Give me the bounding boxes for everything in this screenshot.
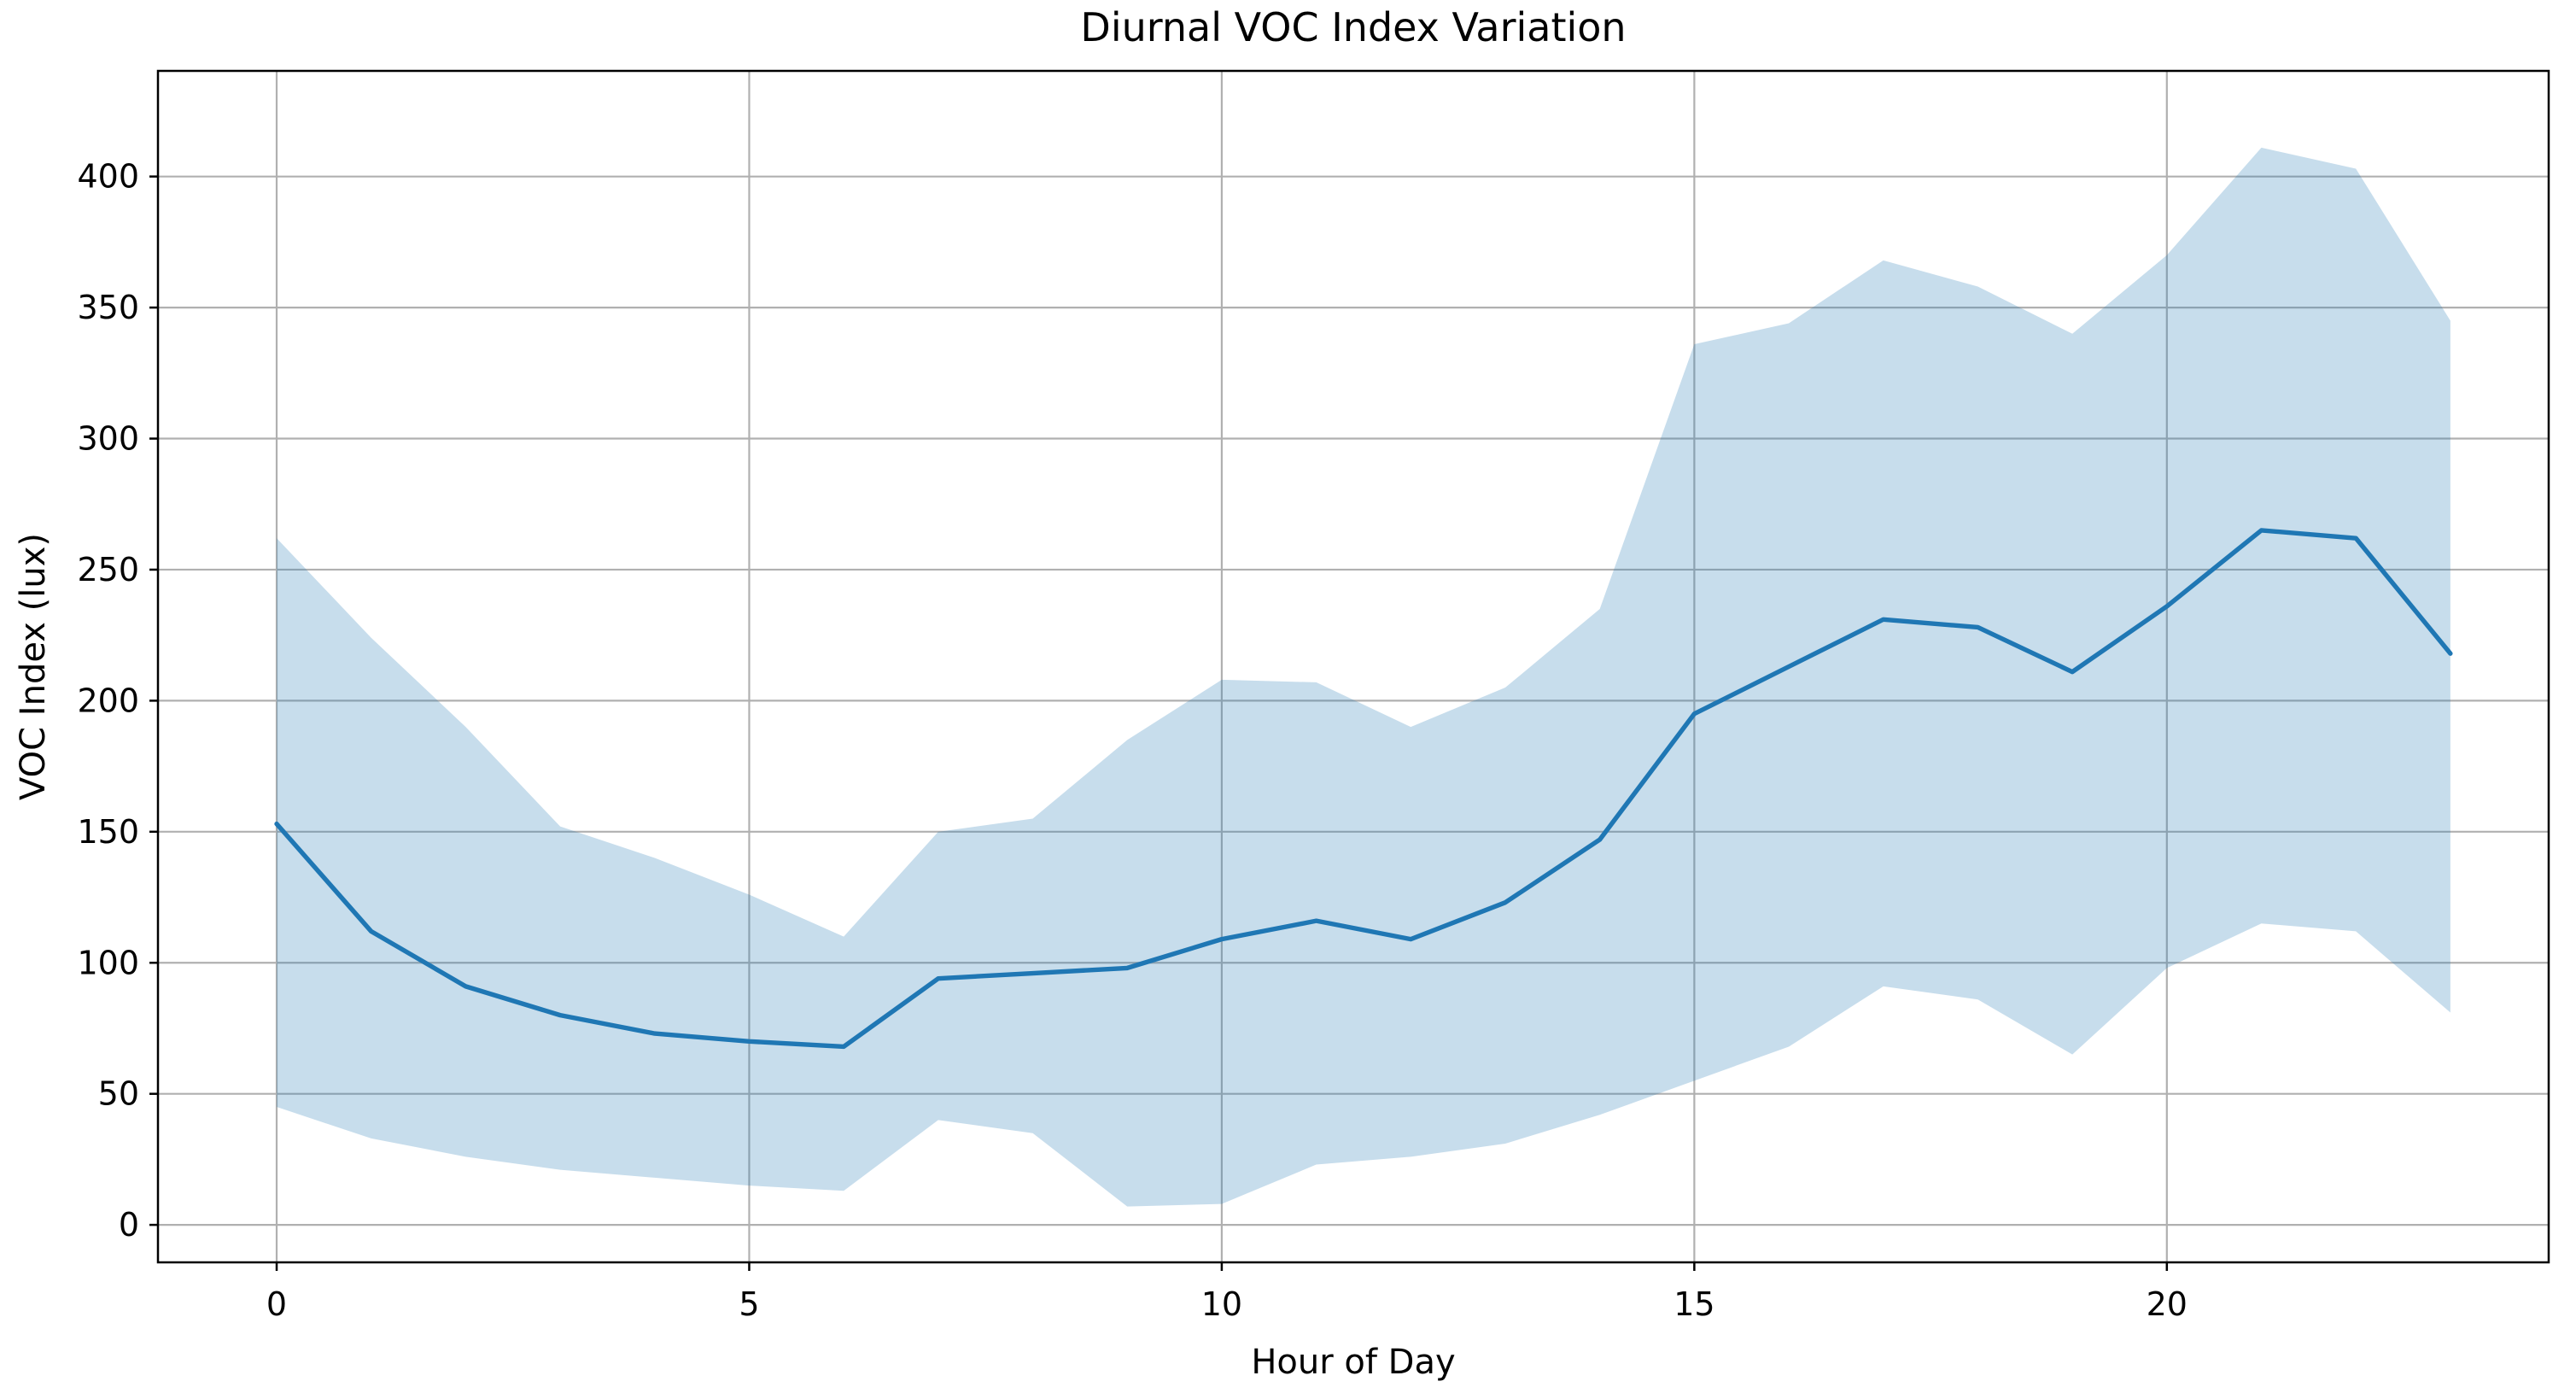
y-tick-label: 200: [77, 682, 139, 719]
y-tick-label: 300: [77, 420, 139, 458]
x-tick-label: 5: [739, 1285, 759, 1323]
gridlines: [158, 71, 2549, 1262]
y-tick-label: 150: [77, 813, 139, 851]
x-tick-label: 10: [1201, 1285, 1242, 1323]
y-tick-label: 400: [77, 158, 139, 196]
y-tick-label: 250: [77, 551, 139, 588]
x-tick-label: 20: [2147, 1285, 2188, 1323]
axis-ticks: [149, 175, 2169, 1271]
y-tick-label: 100: [77, 944, 139, 981]
plot-border: [156, 69, 2550, 1264]
x-tick-label: 0: [266, 1285, 287, 1323]
y-tick-label: 0: [119, 1206, 139, 1244]
x-axis-label: Hour of Day: [1251, 1343, 1455, 1382]
y-tick-label: 50: [98, 1075, 139, 1113]
y-tick-label: 350: [77, 289, 139, 326]
confidence-band: [277, 147, 2450, 1207]
chart-title: Diurnal VOC Index Variation: [1080, 4, 1626, 50]
x-tick-label: 15: [1674, 1285, 1714, 1323]
y-axis-label: VOC Index (lux): [14, 533, 53, 800]
mean-line: [274, 528, 2453, 1050]
